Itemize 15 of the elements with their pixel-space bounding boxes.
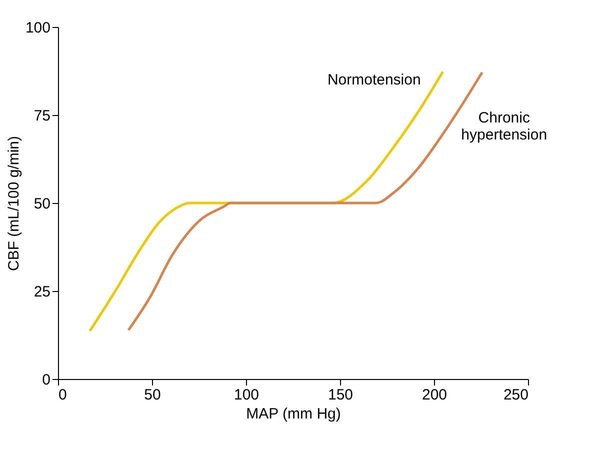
x-tick-label: 250 bbox=[503, 386, 528, 404]
y-axis-title: CBF (mL/100 g/min) bbox=[5, 136, 22, 272]
y-tick-label: 100 bbox=[25, 20, 50, 36]
x-tick-label: 50 bbox=[144, 386, 161, 404]
x-tick-label: 0 bbox=[58, 386, 67, 404]
series-label: Normotension bbox=[327, 72, 421, 89]
y-tick-label: 25 bbox=[34, 284, 50, 300]
x-tick-label: 200 bbox=[422, 386, 448, 404]
x-axis-title: MAP (mm Hg) bbox=[246, 406, 341, 422]
series-label: Chronic hypertension bbox=[461, 109, 548, 144]
y-tick-label: 0 bbox=[42, 372, 50, 388]
x-tick-label: 100 bbox=[234, 386, 260, 404]
y-tick-label: 75 bbox=[34, 108, 50, 124]
x-tick-label: 150 bbox=[328, 386, 354, 404]
y-tick-label: 50 bbox=[34, 196, 50, 212]
